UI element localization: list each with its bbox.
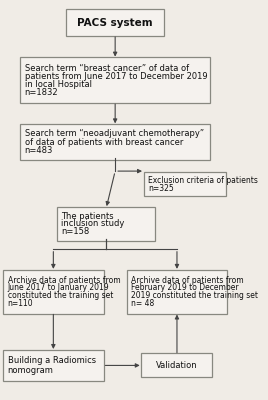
Text: n=325: n=325 [148,184,174,192]
Text: Validation: Validation [156,361,198,370]
Text: inclusion study: inclusion study [61,220,125,228]
Text: PACS system: PACS system [77,18,153,28]
FancyBboxPatch shape [3,270,104,314]
Text: February 2019 to December: February 2019 to December [131,283,239,292]
FancyBboxPatch shape [57,207,155,241]
Text: Exclusion criteria of patients: Exclusion criteria of patients [148,176,258,184]
Text: n= 48: n= 48 [131,299,154,308]
Text: Building a Radiomics: Building a Radiomics [8,356,96,365]
Text: June 2017 to January 2019: June 2017 to January 2019 [8,283,109,292]
FancyBboxPatch shape [3,350,104,381]
FancyBboxPatch shape [66,9,164,36]
Text: 2019 constituted the training set: 2019 constituted the training set [131,291,258,300]
Text: n=158: n=158 [61,227,90,236]
Text: n=1832: n=1832 [25,88,58,97]
Text: nomogram: nomogram [8,366,53,375]
Text: Search term “breast cancer” of data of: Search term “breast cancer” of data of [25,64,189,73]
Text: patients from June 2017 to December 2019: patients from June 2017 to December 2019 [25,72,207,81]
Text: n=483: n=483 [25,146,53,155]
FancyBboxPatch shape [142,354,213,377]
Text: of data of patients with breast cancer: of data of patients with breast cancer [25,138,183,147]
Text: Search term “neoadjuvant chemotherapy”: Search term “neoadjuvant chemotherapy” [25,130,204,138]
Text: constituted the training set: constituted the training set [8,291,113,300]
FancyBboxPatch shape [144,172,226,196]
FancyBboxPatch shape [20,58,210,103]
FancyBboxPatch shape [126,270,227,314]
FancyBboxPatch shape [20,124,210,160]
Text: n=110: n=110 [8,299,33,308]
Text: Archive data of patients from: Archive data of patients from [8,276,120,284]
Text: The patients: The patients [61,212,114,221]
Text: in local Hospital: in local Hospital [25,80,92,89]
Text: Archive data of patients from: Archive data of patients from [131,276,244,284]
